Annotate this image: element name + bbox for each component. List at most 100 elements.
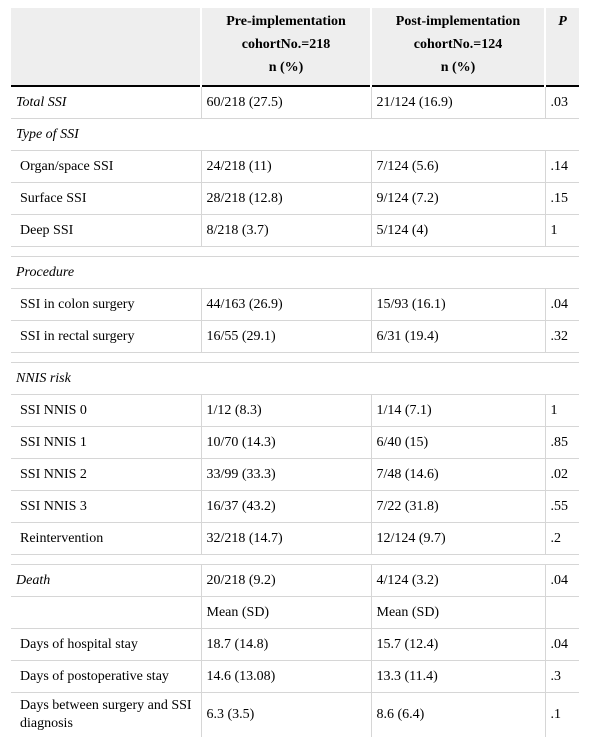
p-value bbox=[545, 597, 579, 629]
p-value: 1 bbox=[545, 395, 579, 427]
section-row: NNIS risk bbox=[11, 363, 579, 395]
table-row: SSI in rectal surgery 16/55 (29.1) 6/31 … bbox=[11, 321, 579, 353]
post-value: 6/31 (19.4) bbox=[371, 321, 545, 353]
spacer-row bbox=[11, 247, 579, 257]
table-row: SSI NNIS 3 16/37 (43.2) 7/22 (31.8) .55 bbox=[11, 491, 579, 523]
p-value: .04 bbox=[545, 289, 579, 321]
table-row: Organ/space SSI 24/218 (11) 7/124 (5.6) … bbox=[11, 151, 579, 183]
pre-value: 16/55 (29.1) bbox=[201, 321, 371, 353]
header-post-title: Post-implementation bbox=[376, 10, 540, 33]
table-row: Total SSI 60/218 (27.5) 21/124 (16.9) .0… bbox=[11, 86, 579, 119]
post-value: 21/124 (16.9) bbox=[371, 86, 545, 119]
pre-value: 14.6 (13.08) bbox=[201, 661, 371, 693]
spacer-cell bbox=[11, 353, 579, 363]
header-p-value: P bbox=[545, 8, 579, 86]
row-label: SSI in rectal surgery bbox=[11, 321, 201, 353]
table-row: Reintervention 32/218 (14.7) 12/124 (9.7… bbox=[11, 523, 579, 555]
row-label: Surface SSI bbox=[11, 183, 201, 215]
post-value: Mean (SD) bbox=[371, 597, 545, 629]
section-label: NNIS risk bbox=[11, 363, 579, 395]
pre-value: 24/218 (11) bbox=[201, 151, 371, 183]
post-value: 8.6 (6.4) bbox=[371, 693, 545, 737]
header-pre-cohort: cohortNo.=218 bbox=[206, 33, 366, 56]
pre-value: 10/70 (14.3) bbox=[201, 427, 371, 459]
post-value: 9/124 (7.2) bbox=[371, 183, 545, 215]
post-value: 12/124 (9.7) bbox=[371, 523, 545, 555]
post-value: 15/93 (16.1) bbox=[371, 289, 545, 321]
p-value: .04 bbox=[545, 565, 579, 597]
header-pre-unit: n (%) bbox=[206, 56, 366, 79]
section-label: Type of SSI bbox=[11, 119, 579, 151]
row-label: Organ/space SSI bbox=[11, 151, 201, 183]
p-value: .1 bbox=[545, 693, 579, 737]
pre-value: 8/218 (3.7) bbox=[201, 215, 371, 247]
row-label: SSI in colon surgery bbox=[11, 289, 201, 321]
table-row: SSI NNIS 1 10/70 (14.3) 6/40 (15) .85 bbox=[11, 427, 579, 459]
table-row: Surface SSI 28/218 (12.8) 9/124 (7.2) .1… bbox=[11, 183, 579, 215]
spacer-row bbox=[11, 555, 579, 565]
header-pre-implementation: Pre-implementation cohortNo.=218 n (%) bbox=[201, 8, 371, 86]
row-label: Reintervention bbox=[11, 523, 201, 555]
row-label: Total SSI bbox=[11, 86, 201, 119]
spacer-row bbox=[11, 353, 579, 363]
spacer-cell bbox=[11, 555, 579, 565]
row-label: SSI NNIS 1 bbox=[11, 427, 201, 459]
row-label: Days between surgery and SSI diagnosis bbox=[11, 693, 201, 737]
p-value: .55 bbox=[545, 491, 579, 523]
post-value: 7/124 (5.6) bbox=[371, 151, 545, 183]
row-label bbox=[11, 597, 201, 629]
row-label: Deep SSI bbox=[11, 215, 201, 247]
header-blank bbox=[11, 8, 201, 86]
section-row: Type of SSI bbox=[11, 119, 579, 151]
post-value: 6/40 (15) bbox=[371, 427, 545, 459]
pre-value: 20/218 (9.2) bbox=[201, 565, 371, 597]
table-row: SSI NNIS 2 33/99 (33.3) 7/48 (14.6) .02 bbox=[11, 459, 579, 491]
table-row: Deep SSI 8/218 (3.7) 5/124 (4) 1 bbox=[11, 215, 579, 247]
results-table: Pre-implementation cohortNo.=218 n (%) P… bbox=[11, 8, 579, 737]
pre-value: 60/218 (27.5) bbox=[201, 86, 371, 119]
p-value: 1 bbox=[545, 215, 579, 247]
spacer-cell bbox=[11, 247, 579, 257]
table-row: Days of hospital stay 18.7 (14.8) 15.7 (… bbox=[11, 629, 579, 661]
header-post-unit: n (%) bbox=[376, 56, 540, 79]
p-value: .03 bbox=[545, 86, 579, 119]
post-value: 4/124 (3.2) bbox=[371, 565, 545, 597]
pre-value: 32/218 (14.7) bbox=[201, 523, 371, 555]
table-row: Mean (SD) Mean (SD) bbox=[11, 597, 579, 629]
section-row: Procedure bbox=[11, 257, 579, 289]
pre-value: 18.7 (14.8) bbox=[201, 629, 371, 661]
row-label: SSI NNIS 0 bbox=[11, 395, 201, 427]
pre-value: 1/12 (8.3) bbox=[201, 395, 371, 427]
p-value: .14 bbox=[545, 151, 579, 183]
post-value: 13.3 (11.4) bbox=[371, 661, 545, 693]
p-value: .2 bbox=[545, 523, 579, 555]
pre-value: Mean (SD) bbox=[201, 597, 371, 629]
p-value: .3 bbox=[545, 661, 579, 693]
table-row: SSI in colon surgery 44/163 (26.9) 15/93… bbox=[11, 289, 579, 321]
row-label: Death bbox=[11, 565, 201, 597]
pre-value: 33/99 (33.3) bbox=[201, 459, 371, 491]
table-body: Total SSI 60/218 (27.5) 21/124 (16.9) .0… bbox=[11, 86, 579, 737]
header-post-implementation: Post-implementation cohortNo.=124 n (%) bbox=[371, 8, 545, 86]
table-row: Days between surgery and SSI diagnosis 6… bbox=[11, 693, 579, 737]
section-label: Procedure bbox=[11, 257, 579, 289]
table-row: Death 20/218 (9.2) 4/124 (3.2) .04 bbox=[11, 565, 579, 597]
post-value: 15.7 (12.4) bbox=[371, 629, 545, 661]
post-value: 5/124 (4) bbox=[371, 215, 545, 247]
header-row: Pre-implementation cohortNo.=218 n (%) P… bbox=[11, 8, 579, 86]
p-value: .15 bbox=[545, 183, 579, 215]
header-post-cohort: cohortNo.=124 bbox=[376, 33, 540, 56]
table-header: Pre-implementation cohortNo.=218 n (%) P… bbox=[11, 8, 579, 86]
p-value: .32 bbox=[545, 321, 579, 353]
pre-value: 44/163 (26.9) bbox=[201, 289, 371, 321]
pre-value: 28/218 (12.8) bbox=[201, 183, 371, 215]
post-value: 7/48 (14.6) bbox=[371, 459, 545, 491]
p-value: .04 bbox=[545, 629, 579, 661]
table-row: SSI NNIS 0 1/12 (8.3) 1/14 (7.1) 1 bbox=[11, 395, 579, 427]
post-value: 7/22 (31.8) bbox=[371, 491, 545, 523]
p-value: .02 bbox=[545, 459, 579, 491]
row-label: Days of hospital stay bbox=[11, 629, 201, 661]
p-value: .85 bbox=[545, 427, 579, 459]
table-row: Days of postoperative stay 14.6 (13.08) … bbox=[11, 661, 579, 693]
row-label: Days of postoperative stay bbox=[11, 661, 201, 693]
